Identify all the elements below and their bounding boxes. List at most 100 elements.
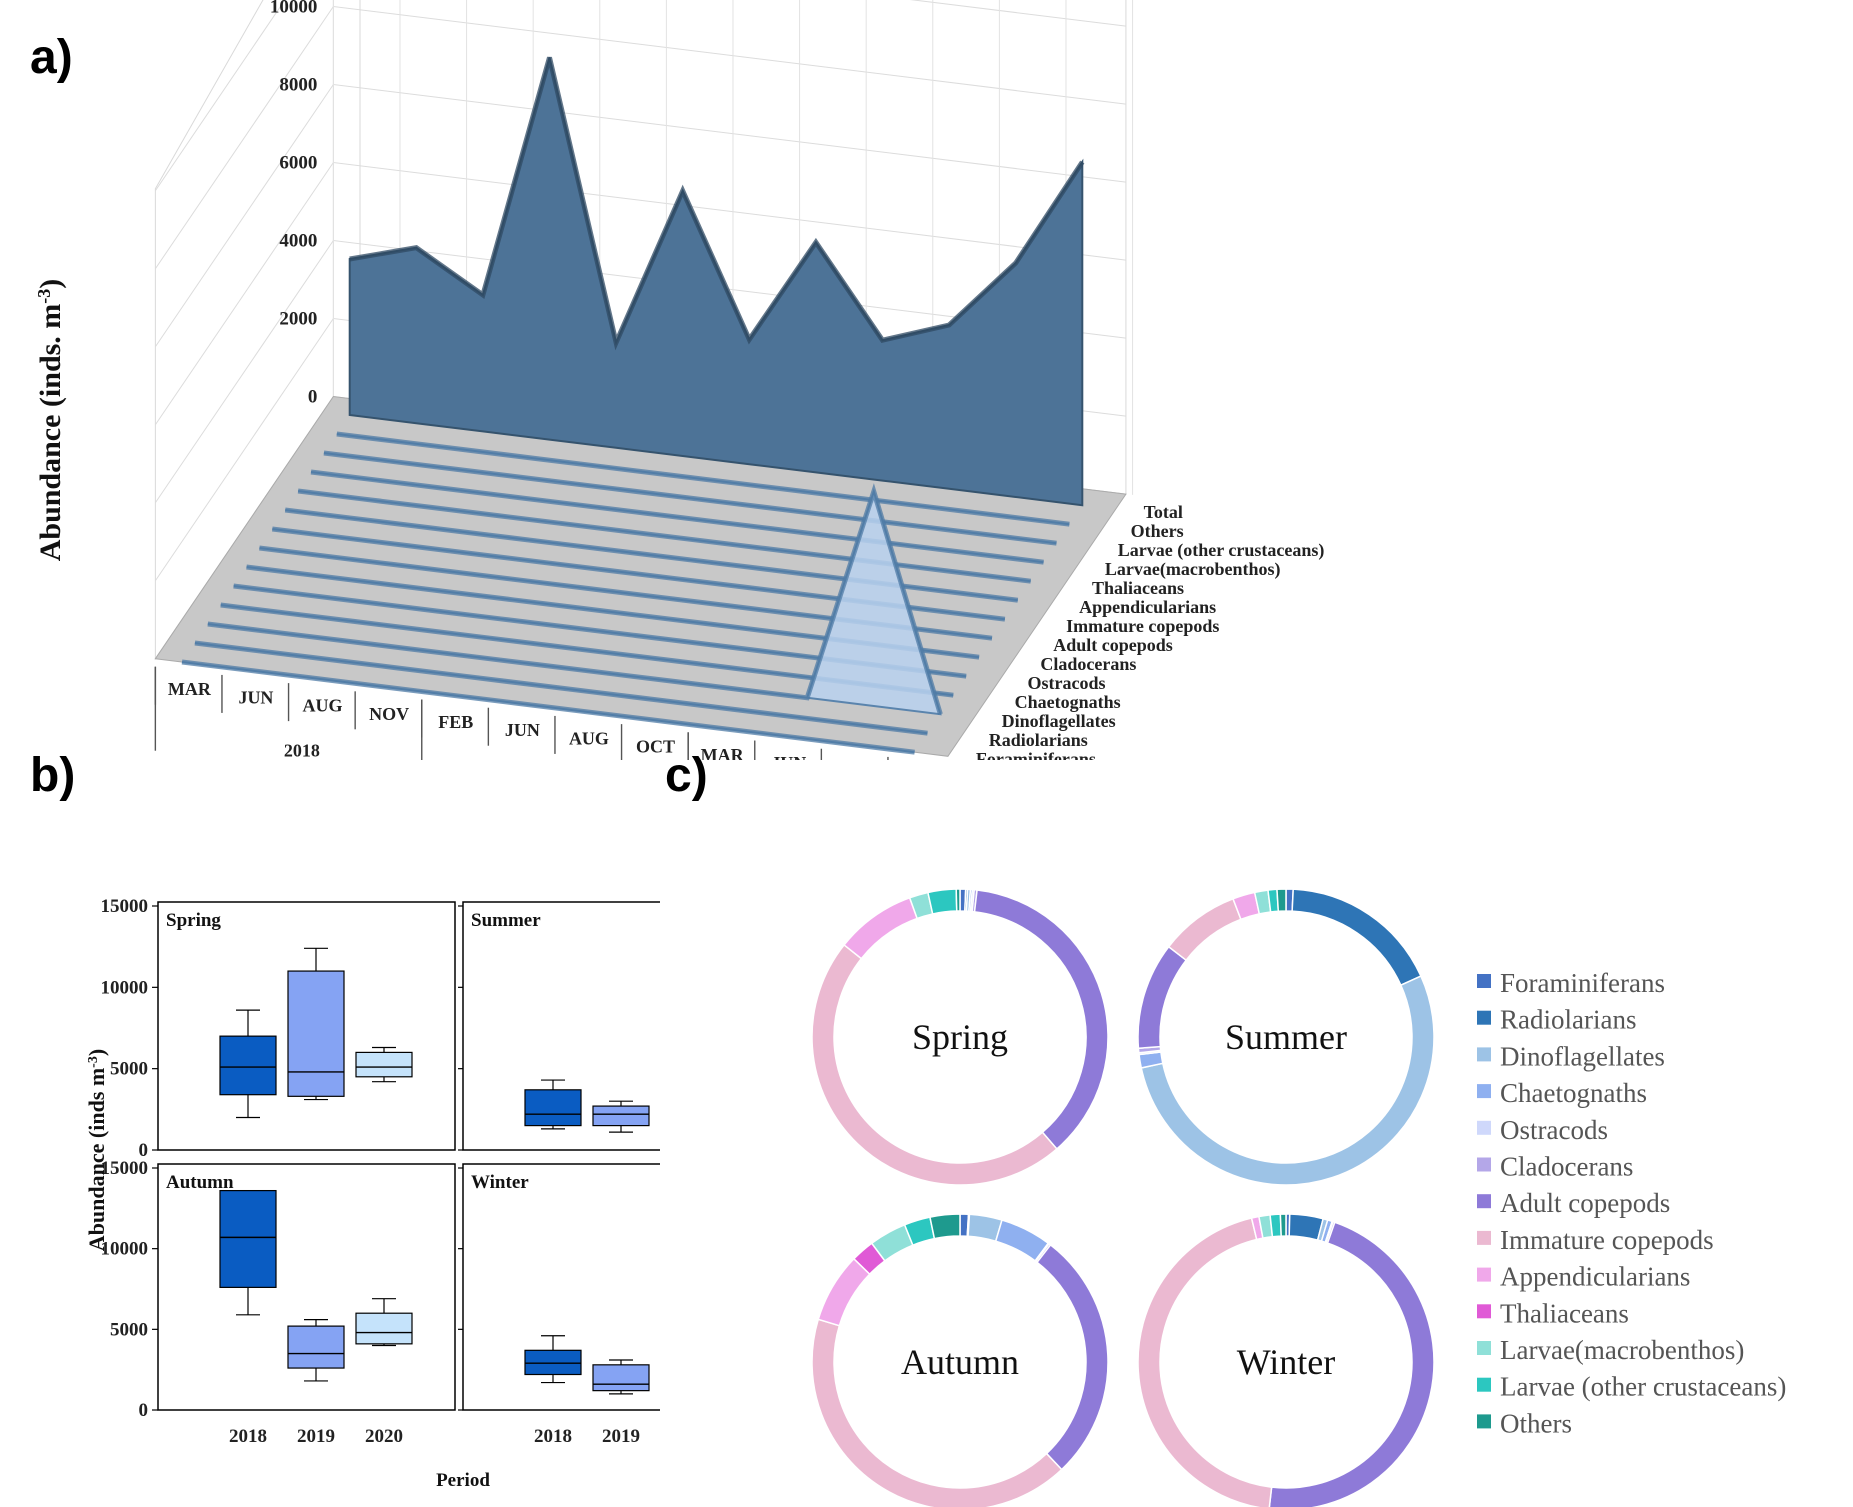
y-tick-label: 8000 bbox=[279, 75, 317, 96]
box bbox=[355, 1312, 413, 1345]
series-label: Ostracods bbox=[1027, 673, 1105, 693]
legend-label: Foraminiferans bbox=[1500, 968, 1665, 998]
y-axis-label: Abundance (inds. m-3) bbox=[34, 279, 67, 562]
donut-slice bbox=[817, 1257, 871, 1327]
legend-swatch bbox=[1477, 1377, 1491, 1392]
donut-slice bbox=[1291, 888, 1422, 987]
y-tick-label: 0 bbox=[139, 1400, 149, 1421]
x-tick-label: JUN bbox=[771, 753, 806, 760]
donut-label: Winter bbox=[1237, 1342, 1336, 1382]
y-tick-label: 10000 bbox=[270, 0, 318, 18]
donut-slice bbox=[843, 896, 919, 960]
subplot-title: Autumn bbox=[166, 1172, 234, 1193]
series-ridge bbox=[349, 56, 1085, 351]
box bbox=[287, 1325, 345, 1369]
donut-slice bbox=[1167, 897, 1242, 962]
x-tick-label: OCT bbox=[636, 737, 675, 757]
y-tick-label: 4000 bbox=[279, 231, 317, 252]
x-tick-label: MAR bbox=[168, 679, 212, 699]
x-tick-label: 2018 bbox=[534, 1426, 572, 1447]
y-tick-label: 6000 bbox=[279, 153, 317, 174]
subplot-summer: Summer bbox=[458, 901, 660, 1151]
x-tick-label: JUN bbox=[238, 687, 273, 707]
legend-swatch bbox=[1477, 1120, 1491, 1135]
legend-swatch bbox=[1477, 1084, 1491, 1099]
donut-slice bbox=[1268, 1221, 1435, 1507]
series-ridge bbox=[310, 469, 1044, 565]
series-ridge bbox=[336, 431, 1070, 527]
donut-label: Autumn bbox=[901, 1342, 1019, 1382]
legend-swatch bbox=[1477, 1341, 1491, 1355]
donut-slice bbox=[927, 888, 958, 915]
box bbox=[524, 1349, 582, 1376]
y-axis-label: Abundance (inds m-3) bbox=[84, 1049, 109, 1251]
legend-label: Thaliaceans bbox=[1500, 1298, 1629, 1328]
x-tick-label: JUN bbox=[505, 720, 540, 740]
legend-swatch bbox=[1477, 1414, 1491, 1429]
legend-label: Larvae(macrobenthos) bbox=[1500, 1335, 1744, 1365]
subplot-winter: Winter201820192020 bbox=[458, 1163, 660, 1447]
donut-slice bbox=[1276, 888, 1287, 913]
y-tick-label: 5000 bbox=[110, 1319, 148, 1340]
subplot-frame bbox=[157, 1163, 456, 1411]
donut-autumn: Autumn bbox=[811, 1213, 1109, 1507]
box bbox=[524, 1089, 582, 1127]
box bbox=[592, 1105, 650, 1127]
y-tick-label: 0 bbox=[308, 387, 318, 408]
legend-label: Cladocerans bbox=[1500, 1152, 1633, 1182]
series-label: Radiolarians bbox=[989, 730, 1088, 750]
box bbox=[219, 1189, 277, 1288]
series-label: Appendicularians bbox=[1079, 597, 1216, 617]
legend-label: Immature copepods bbox=[1500, 1225, 1714, 1255]
subplot-autumn: Autumn 0 5000 10000 15000 2018 2019 2020 bbox=[101, 1158, 456, 1447]
series-label: Cladocerans bbox=[1040, 654, 1136, 674]
y-tick-label: 15000 bbox=[101, 1158, 149, 1179]
series-ridge bbox=[297, 488, 1032, 584]
box bbox=[219, 1035, 277, 1096]
series-label: Thaliaceans bbox=[1092, 578, 1184, 598]
legend-swatch bbox=[1477, 1194, 1491, 1209]
subplot-spring: Spring 0 5000 10000 15000 bbox=[101, 896, 456, 1161]
x-tick-label: MAR bbox=[701, 745, 745, 760]
chart-b-boxplots: Spring 0 5000 10000 15000 Summer Autumn 0 5000 10… bbox=[84, 896, 660, 1491]
y-tick-label: 2000 bbox=[279, 309, 317, 330]
legend-label: Others bbox=[1500, 1408, 1572, 1438]
x-tick-label: 2018 bbox=[229, 1426, 267, 1447]
legend-label: Dinoflagellates bbox=[1500, 1041, 1665, 1071]
box bbox=[287, 970, 345, 1097]
donut-winter: Winter bbox=[1137, 1213, 1435, 1507]
legend-label: Chaetognaths bbox=[1500, 1078, 1647, 1108]
series-label: Foraminiferans bbox=[976, 749, 1096, 760]
panel-label-a: a) bbox=[30, 31, 73, 84]
legend-label: Radiolarians bbox=[1500, 1005, 1636, 1035]
legend-label: Adult copepods bbox=[1500, 1188, 1670, 1218]
chart-a-3d-area: 020004000600080001000012000Abundance (in… bbox=[34, 0, 1325, 760]
y-tick-label: 10000 bbox=[101, 1239, 149, 1260]
x-tick-label: 2019 bbox=[602, 1426, 640, 1447]
box bbox=[592, 1364, 650, 1392]
donut-slice bbox=[1140, 975, 1435, 1186]
series-label: Larvae (other crustaceans) bbox=[1118, 540, 1325, 561]
donut-slice bbox=[955, 888, 961, 912]
subplot-title: Winter bbox=[471, 1172, 529, 1193]
series-label: Total bbox=[1144, 502, 1183, 522]
series-label: Larvae(macrobenthos) bbox=[1105, 559, 1281, 580]
donut-slice bbox=[1279, 1213, 1287, 1237]
donut-spring: Spring bbox=[811, 888, 1109, 1186]
legend-swatch bbox=[1477, 1047, 1491, 1062]
series-label: Dinoflagellates bbox=[1002, 711, 1116, 731]
series-ridge bbox=[207, 483, 943, 715]
series-ridge bbox=[194, 640, 928, 736]
donut-label: Spring bbox=[912, 1017, 1008, 1057]
donut-slice bbox=[1036, 1243, 1109, 1471]
y-tick-label: 15000 bbox=[101, 896, 149, 917]
legend-label: Appendicularians bbox=[1500, 1262, 1690, 1292]
legend-swatch bbox=[1477, 1230, 1491, 1245]
x-tick-label: AUG bbox=[303, 696, 343, 716]
y-tick-label: 10000 bbox=[101, 977, 149, 998]
x-tick-label: 2020 bbox=[365, 1426, 403, 1447]
legend-swatch bbox=[1477, 1267, 1491, 1282]
donut-slice bbox=[811, 943, 1058, 1186]
series-label: Chaetognaths bbox=[1015, 692, 1121, 712]
donut-slice bbox=[1269, 1213, 1282, 1238]
